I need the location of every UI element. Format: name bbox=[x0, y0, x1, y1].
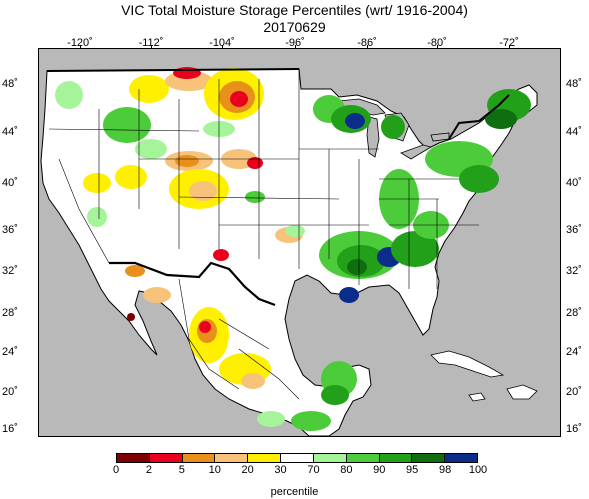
colorbar-swatch bbox=[117, 454, 150, 462]
colorbar-label: 0 bbox=[112, 464, 120, 476]
lon-label: -72˚ bbox=[499, 37, 519, 49]
map-title: VIC Total Moisture Storage Percentiles (… bbox=[121, 2, 468, 18]
map-canvas bbox=[39, 49, 560, 436]
state-borders bbox=[48, 69, 479, 400]
lon-tick bbox=[80, 45, 81, 48]
lon-tick bbox=[295, 45, 296, 48]
lat-label-right: 40˚ bbox=[566, 177, 582, 189]
lat-label-left: 36˚ bbox=[2, 224, 18, 236]
colorbar-swatch bbox=[412, 454, 446, 462]
lat-label-right: 48˚ bbox=[566, 78, 582, 90]
lat-label-right: 44˚ bbox=[566, 126, 582, 138]
lake-erie bbox=[400, 144, 433, 160]
lon-label: -96˚ bbox=[285, 37, 305, 49]
lon-label: -112˚ bbox=[138, 37, 164, 49]
lon-tick bbox=[222, 45, 223, 48]
lon-label: -86˚ bbox=[357, 37, 377, 49]
colorbar-swatch bbox=[248, 454, 282, 462]
lat-label-left: 48˚ bbox=[2, 78, 18, 90]
colorbar-label: 70 bbox=[307, 464, 320, 476]
lat-label-right: 28˚ bbox=[566, 307, 582, 319]
lon-label: -80˚ bbox=[427, 37, 447, 49]
lat-label-left: 32˚ bbox=[2, 265, 18, 277]
lat-label-left: 40˚ bbox=[2, 177, 18, 189]
dry-anomalies bbox=[83, 67, 303, 389]
colorbar-label: 20 bbox=[241, 464, 254, 476]
lat-label-right: 16˚ bbox=[566, 423, 582, 435]
colorbar-label: 80 bbox=[340, 464, 353, 476]
lon-label: -104˚ bbox=[209, 37, 235, 49]
lon-tick bbox=[437, 45, 438, 48]
lat-label-right: 24˚ bbox=[566, 346, 582, 358]
colorbar-label: 90 bbox=[373, 464, 386, 476]
colorbar-label: 2 bbox=[145, 464, 152, 476]
lat-label-left: 16˚ bbox=[2, 423, 18, 435]
lat-label-left: 44˚ bbox=[2, 126, 18, 138]
lat-label-left: 28˚ bbox=[2, 307, 18, 319]
lat-label-right: 36˚ bbox=[566, 224, 582, 236]
colorbar-swatch bbox=[215, 454, 249, 462]
lake-michigan bbox=[366, 116, 380, 158]
moisture-percentile-map bbox=[38, 48, 561, 437]
colorbar-swatch bbox=[313, 454, 347, 462]
cuba bbox=[430, 350, 505, 378]
colorbar-swatch bbox=[346, 454, 380, 462]
lon-label: -120˚ bbox=[67, 37, 93, 49]
colorbar-label: 95 bbox=[406, 464, 419, 476]
hispaniola bbox=[506, 384, 538, 400]
colorbar-swatch bbox=[445, 454, 477, 462]
colorbar-label: 98 bbox=[438, 464, 452, 476]
colorbar-label: 30 bbox=[274, 464, 287, 476]
colorbar-swatch bbox=[182, 454, 216, 462]
colorbar-label: 5 bbox=[178, 464, 185, 476]
lat-label-right: 20˚ bbox=[566, 386, 582, 398]
colorbar-label: 100 bbox=[468, 464, 488, 476]
colorbar-swatch bbox=[149, 454, 183, 462]
lon-tick bbox=[509, 45, 510, 48]
colorbar bbox=[116, 453, 478, 463]
lat-label-left: 20˚ bbox=[2, 386, 18, 398]
lon-tick bbox=[151, 45, 152, 48]
lat-label-right: 32˚ bbox=[566, 265, 582, 277]
map-date: 20170629 bbox=[263, 19, 326, 35]
us-mexico-border bbox=[109, 261, 276, 307]
lon-tick bbox=[367, 45, 368, 48]
jamaica bbox=[468, 392, 486, 402]
colorbar-swatch bbox=[379, 454, 413, 462]
colorbar-swatch bbox=[281, 454, 314, 462]
colorbar-title: percentile bbox=[270, 486, 319, 498]
colorbar-label: 10 bbox=[208, 464, 221, 476]
lat-label-left: 24˚ bbox=[2, 346, 18, 358]
us-canada-border bbox=[46, 68, 510, 140]
